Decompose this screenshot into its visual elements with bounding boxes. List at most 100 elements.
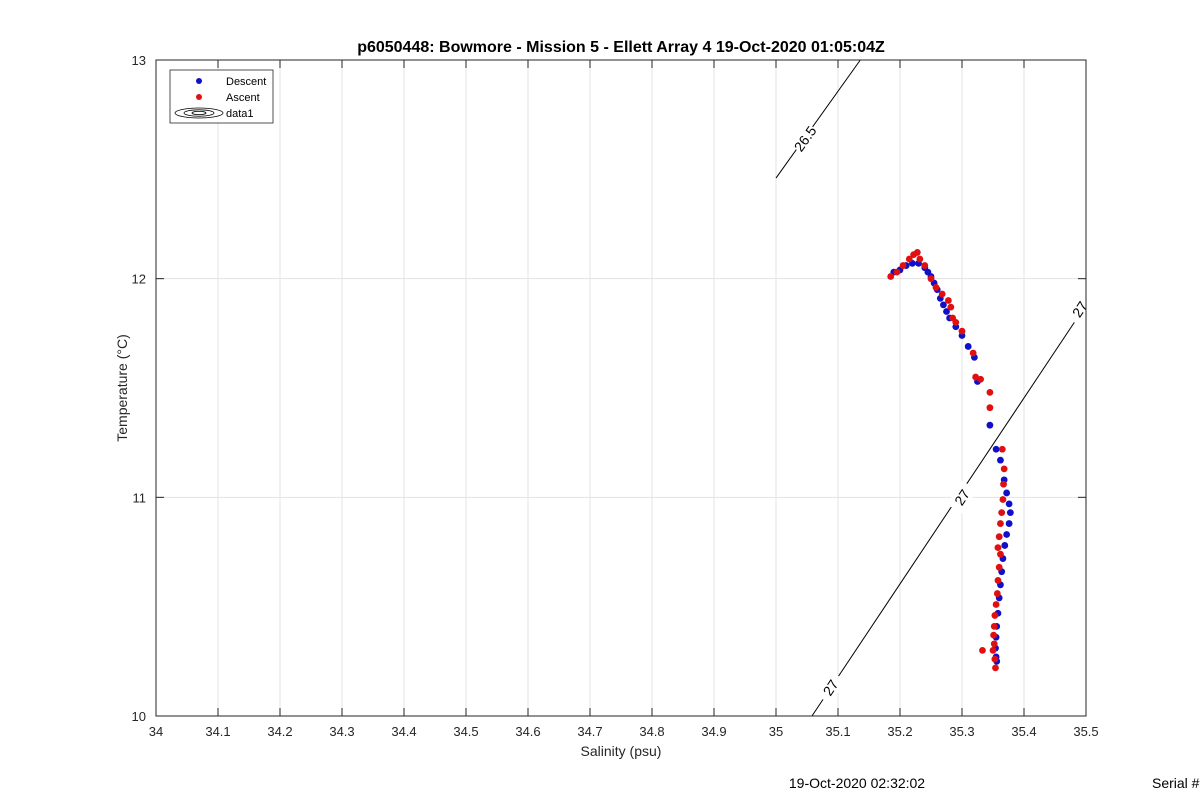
x-axis-title: Salinity (psu): [581, 743, 662, 759]
descent-point: [1001, 542, 1009, 549]
contour-label-bg: [815, 670, 846, 705]
ascent-point: [905, 255, 913, 263]
ascent-point: [958, 327, 966, 335]
ascent-point: [990, 631, 998, 639]
x-tick-label: 34.3: [329, 724, 354, 739]
legend-descent-marker: [196, 78, 202, 84]
ascent-point: [986, 388, 994, 396]
ascent-point: [991, 612, 999, 619]
ascent-point: [932, 284, 940, 291]
x-tick-label: 35.1: [825, 724, 850, 739]
legend-contour-label: data1: [226, 108, 254, 120]
descent-point: [940, 301, 947, 309]
ascent-point: [1000, 465, 1008, 473]
contour-line-26.5: [775, 59, 861, 179]
x-tick-label: 34: [149, 724, 163, 739]
descent-point: [1003, 531, 1011, 538]
legend: Descent Ascent data1: [169, 69, 274, 124]
ascent-point: [998, 509, 1006, 517]
ascent-point: [993, 590, 1001, 597]
ascent-point: [991, 655, 999, 663]
ascent-point: [989, 647, 997, 654]
x-tick-label: 34.8: [639, 724, 664, 739]
y-tick-label: 11: [133, 490, 147, 505]
ascent-point: [916, 255, 924, 263]
legend-box: [169, 69, 274, 124]
contour-label-bg: [946, 480, 978, 514]
ascent-point: [997, 550, 1004, 558]
chart-title: p6050448: Bowmore - Mission 5 - Ellett A…: [357, 39, 885, 56]
contour-label: 27: [951, 486, 973, 508]
ascent-point: [944, 297, 952, 304]
contour-label: 27: [1069, 298, 1091, 320]
y-tick-label: 13: [132, 53, 146, 68]
x-tick-label: 34.5: [453, 724, 478, 739]
y-axis-title: Temperature (°C): [114, 334, 130, 442]
ascent-point: [997, 520, 1004, 527]
y-tick-label: 10: [132, 709, 146, 724]
legend-descent-label: Descent: [226, 76, 266, 88]
ascent-point: [994, 577, 1002, 584]
descent-point: [1005, 520, 1013, 527]
ascent-point: [994, 544, 1002, 552]
x-tick-label: 35.4: [1011, 724, 1036, 739]
descent-point: [997, 456, 1004, 464]
ascent-point: [927, 275, 935, 283]
axis-ticks: 34 34.1 34.2 34.3 34.4 34.5 34.6 34.7 34.8 34.9 35…: [132, 53, 1099, 739]
plot-area: [156, 60, 1086, 716]
ascent-point: [921, 262, 929, 269]
legend-ascent-marker: [196, 94, 202, 100]
ascent-point: [990, 640, 998, 648]
data-points: [887, 249, 1014, 672]
ascent-point: [1000, 480, 1007, 488]
ascent-point: [938, 290, 946, 298]
x-tick-label: 34.2: [267, 724, 292, 739]
ascent-point: [995, 563, 1003, 571]
descent-point: [986, 421, 994, 429]
contour-line-27: [811, 304, 1087, 717]
series-ascent: [887, 249, 1008, 672]
ascent-point: [899, 262, 907, 269]
x-tick-label: 34.1: [205, 724, 230, 739]
descent-point: [1003, 489, 1011, 497]
x-tick-label: 35.3: [949, 724, 974, 739]
footer-serial: Serial #: [1152, 775, 1200, 791]
x-tick-label: 34.9: [701, 724, 726, 739]
descent-point: [992, 445, 1000, 453]
x-tick-label: 35.2: [887, 724, 912, 739]
legend-ascent-label: Ascent: [226, 92, 260, 104]
ascent-point: [992, 664, 999, 672]
ascent-point: [998, 445, 1006, 453]
ascent-point: [913, 249, 921, 256]
x-tick-label: 34.6: [515, 724, 540, 739]
ascent-point: [999, 496, 1007, 503]
contour-label-bg: [1064, 292, 1096, 326]
ascent-point: [990, 622, 998, 630]
descent-point: [943, 308, 950, 315]
x-tick-label: 34.7: [577, 724, 602, 739]
ascent-point: [893, 268, 901, 276]
legend-contour-icon: [174, 107, 224, 119]
descent-point: [1005, 500, 1013, 508]
ascent-point: [986, 404, 994, 412]
x-tick-label: 34.4: [391, 724, 416, 739]
y-tick-label: 12: [132, 272, 146, 287]
ascent-point: [969, 349, 977, 357]
ascent-point: [979, 647, 986, 654]
contour-label-bg: [789, 122, 821, 156]
ascent-point: [992, 601, 1000, 608]
descent-point: [964, 343, 972, 350]
x-tick-label: 35: [769, 724, 783, 739]
ascent-point: [977, 375, 984, 383]
ascent-point: [952, 319, 960, 326]
contour-label: 27: [820, 676, 842, 698]
ascent-point: [887, 273, 895, 280]
ascent-point: [947, 303, 955, 311]
descent-point: [1006, 509, 1014, 517]
footer-timestamp: 19-Oct-2020 02:32:02: [789, 775, 925, 791]
x-tick-label: 35.5: [1073, 724, 1098, 739]
plot-frame: [155, 59, 1087, 717]
ascent-point: [995, 533, 1003, 541]
